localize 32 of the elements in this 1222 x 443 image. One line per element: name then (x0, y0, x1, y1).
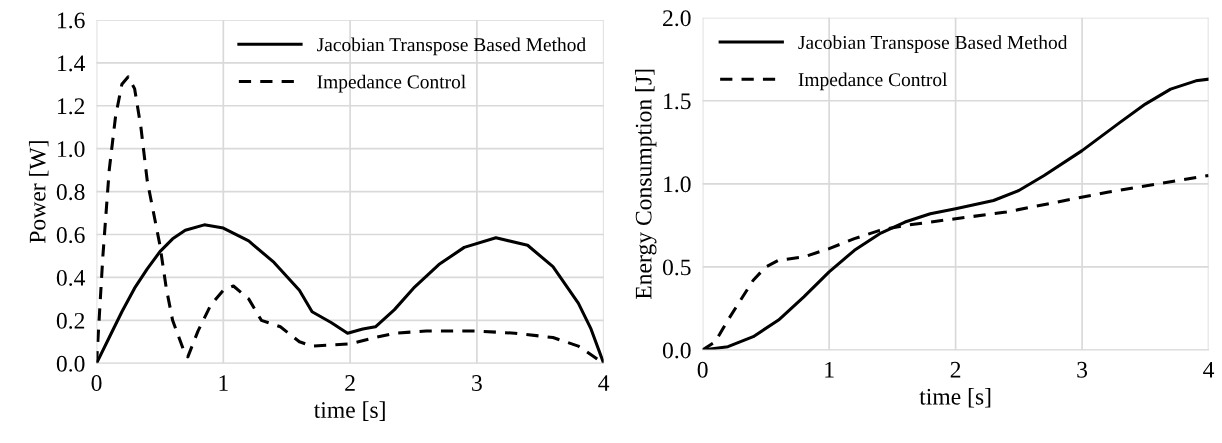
y-tick-label: 2.0 (663, 10, 691, 27)
x-axis-title: time [s] (313, 401, 385, 421)
y-tick-label: 1.5 (664, 93, 691, 110)
y-tick-label: 1.6 (57, 12, 85, 29)
x-tick-label: 3 (472, 375, 482, 391)
y-axis-title: Power [W] (28, 141, 49, 244)
y-tick-label: 1.4 (57, 55, 86, 72)
legend-label: Jacobian Transpose Based Method (317, 37, 586, 56)
y-tick-label: 0.2 (56, 312, 85, 329)
x-tick-label: 0 (697, 361, 708, 378)
x-tick-label: 2 (950, 361, 961, 378)
x-tick-label: 2 (345, 375, 355, 391)
x-tick-label: 4 (1203, 361, 1215, 378)
y-tick-label: 1.0 (664, 176, 691, 193)
x-tick-label: 3 (1077, 361, 1088, 378)
x-axis-title: time [s] (919, 388, 991, 408)
legend-label: Impedance Control (798, 72, 948, 91)
y-tick-label: 0.5 (662, 259, 691, 276)
y-tick-label: 0.0 (56, 355, 85, 372)
y-tick-label: 0.4 (56, 269, 86, 286)
y-tick-label: 1.2 (57, 98, 85, 115)
x-tick-label: 1 (219, 375, 228, 391)
y-tick-label: 0.6 (56, 227, 85, 244)
x-tick-label: 4 (598, 375, 610, 391)
y-tick-label: 0.8 (56, 184, 85, 201)
y-tick-label: 0.0 (662, 342, 691, 359)
x-tick-label: 0 (91, 375, 102, 391)
legend-label: Jacobian Transpose Based Method (798, 35, 1068, 53)
y-axis-title: Energy Consumption [J] (634, 69, 657, 300)
y-tick-label: 1.0 (57, 141, 85, 158)
x-tick-label: 1 (825, 361, 834, 378)
legend-label: Impedance Control (317, 74, 466, 93)
